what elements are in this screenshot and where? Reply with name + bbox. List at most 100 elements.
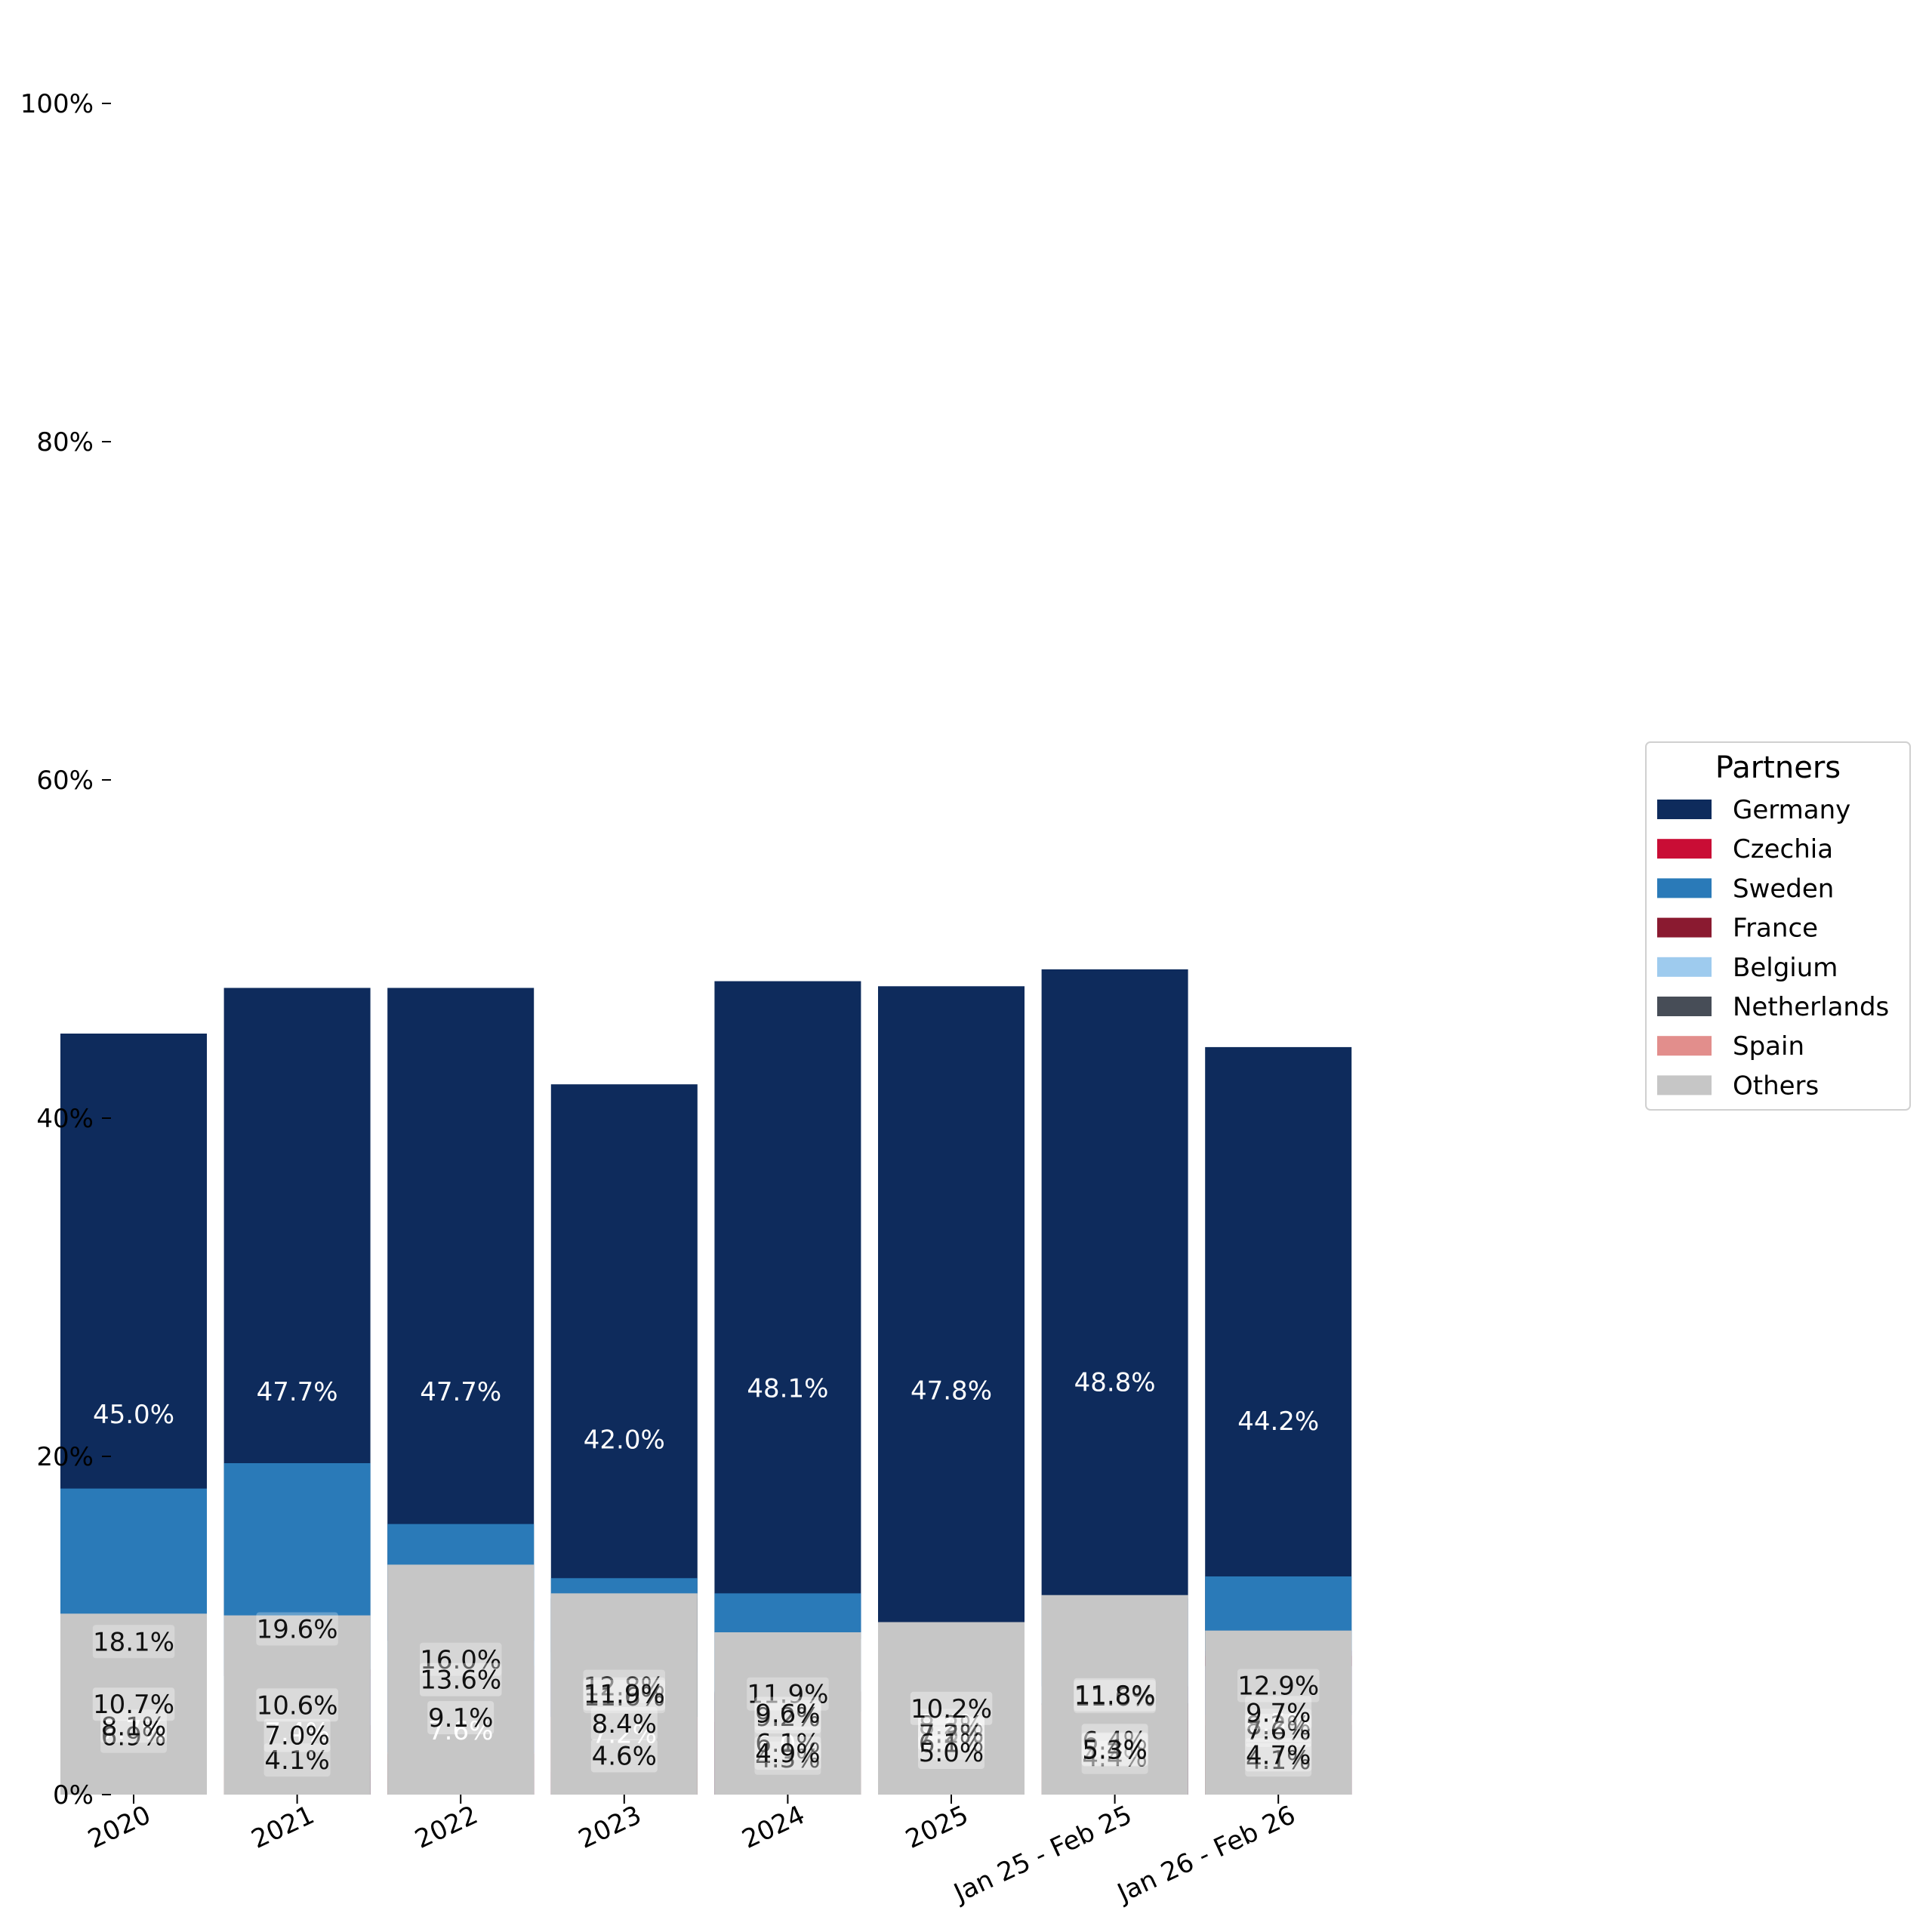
legend-label: Sweden [1733, 874, 1834, 904]
data-label-germany-2: 47.7% [420, 1377, 501, 1407]
data-label-text: 4.7% [1246, 1740, 1311, 1770]
data-label-box [590, 1706, 658, 1740]
data-label-text: 5.3% [1082, 1736, 1147, 1766]
data-label-sweden-7: 12.9% [1237, 1669, 1320, 1703]
data-label-box [92, 1625, 175, 1659]
data-label-czechia-5: 8.4% [919, 1709, 984, 1739]
data-label-netherlands-7: 4.1% [1245, 1743, 1312, 1777]
data-label-sweden-1: 19.6% [256, 1612, 338, 1646]
data-label-box [583, 1680, 665, 1714]
data-label-others-6: 11.8% [1074, 1678, 1156, 1712]
data-label-belgium-2: 9.1% [427, 1701, 495, 1735]
data-label-text: 47.7% [257, 1377, 338, 1407]
data-label-text: 6.1% [919, 1729, 984, 1759]
data-label-box [427, 1701, 495, 1735]
data-label-spain-6: 5.3% [1081, 1733, 1148, 1767]
legend-title: Partners [1715, 750, 1841, 785]
data-label-netherlands-3: 11.6% [583, 1680, 665, 1714]
data-label-czechia-3: 7.2% [592, 1719, 657, 1749]
data-label-belgium-1: 7.0% [263, 1718, 331, 1752]
y-axis: 0% 20% 40% 60% 80% 100% [20, 89, 111, 1810]
data-label-box [1081, 1733, 1148, 1767]
data-label-text: 4.9% [755, 1739, 820, 1769]
data-label-box [92, 1687, 175, 1721]
data-label-box [256, 1612, 338, 1646]
y-tick-label: 60% [36, 766, 94, 796]
data-label-box [754, 1741, 821, 1775]
bar-segment-others-4 [714, 1632, 861, 1795]
legend-items: Germany Czechia Sweden France Belgium Netherl… [1657, 795, 1889, 1101]
legend-label: Netherlands [1733, 992, 1889, 1022]
legend-item-others: Others [1657, 1071, 1819, 1101]
data-label-box [918, 1736, 984, 1769]
y-tick-label: 40% [36, 1104, 94, 1134]
y-tick-label: 0% [53, 1780, 94, 1810]
data-label-text: 8.5% [1246, 1709, 1311, 1739]
data-label-czechia-2: 7.6% [428, 1716, 493, 1746]
bar-segment-others-0 [60, 1613, 207, 1795]
data-label-text: 6.1% [755, 1729, 820, 1759]
legend-label: Spain [1733, 1031, 1804, 1062]
data-label-sweden-6: 11.6% [1074, 1680, 1156, 1714]
data-label-text: 19.6% [257, 1615, 338, 1645]
data-label-others-3: 11.9% [583, 1677, 665, 1711]
data-label-text: 10.7% [93, 1690, 174, 1720]
data-label-text: 12.9% [1237, 1672, 1319, 1702]
x-tick-label: Jan 25 - Feb 25 [948, 1800, 1137, 1909]
legend-label: Germany [1733, 795, 1850, 825]
data-label-box [918, 1717, 984, 1751]
data-label-text: 47.7% [420, 1377, 501, 1407]
data-label-text: 4.3% [755, 1744, 820, 1774]
legend-label: Czechia [1733, 834, 1833, 864]
legend-label: France [1733, 914, 1818, 944]
legend-item-germany: Germany [1657, 795, 1850, 825]
y-tick-label: 20% [36, 1442, 94, 1472]
bar-segment-others-3 [550, 1593, 698, 1795]
data-label-sweden-3: 12.8% [583, 1669, 665, 1703]
data-label-text: 7.2% [592, 1719, 657, 1749]
data-label-box [1074, 1678, 1156, 1712]
data-label-france-7: 8.2% [1245, 1709, 1312, 1743]
data-label-box [583, 1669, 665, 1703]
data-label-germany-6: 48.8% [1074, 1367, 1156, 1397]
x-tick-label: 2022 [411, 1800, 482, 1855]
data-label-czechia-1: 7.4% [264, 1718, 329, 1748]
data-label-sweden-5: 8.2% [918, 1709, 984, 1743]
legend-swatch [1657, 839, 1712, 859]
legend: Partners Germany Czechia Sweden France Belgi… [1645, 741, 1911, 1111]
data-label-box [918, 1726, 984, 1760]
data-label-france-1: 4.1% [263, 1743, 331, 1777]
data-label-belgium-6: 6.4% [1081, 1724, 1148, 1758]
legend-item-czechia: Czechia [1657, 834, 1833, 864]
data-label-box [747, 1677, 829, 1711]
data-label-text: 7.0% [264, 1721, 329, 1752]
data-label-others-1: 10.6% [256, 1688, 338, 1722]
data-label-box [754, 1696, 821, 1730]
data-label-czechia-4: 6.0% [755, 1730, 820, 1760]
data-label-text: 7.7% [101, 1715, 166, 1746]
data-label-text: 45.0% [93, 1400, 174, 1430]
data-label-text: 48.8% [1074, 1367, 1156, 1397]
y-tick-label: 80% [36, 427, 94, 458]
legend-swatch [1657, 997, 1712, 1016]
y-tick-label: 100% [20, 89, 94, 119]
data-label-text: 11.6% [584, 1682, 665, 1712]
data-label-text: 11.6% [1074, 1682, 1156, 1712]
segment-labels-group: 45.0% 7.7% 18.1% 6.9%8.1%10.7% 47.7% 7.4% 19.6… [92, 1367, 1320, 1777]
data-label-box [1245, 1696, 1312, 1730]
data-label-germany-1: 47.7% [257, 1377, 338, 1407]
x-tick-label: 2024 [738, 1800, 809, 1855]
x-tick-label: 2021 [247, 1800, 319, 1855]
data-label-text: 4.1% [1246, 1746, 1311, 1776]
data-label-germany-4: 48.1% [747, 1373, 828, 1404]
bar-segment-others-5 [878, 1622, 1025, 1795]
data-label-box [100, 1709, 167, 1743]
data-label-text: 44.2% [1237, 1407, 1319, 1437]
legend-item-belgium: Belgium [1657, 953, 1838, 983]
data-label-box [1081, 1724, 1148, 1758]
data-label-sweden-0: 18.1% [92, 1625, 175, 1659]
legend-item-spain: Spain [1657, 1031, 1804, 1062]
data-label-box [754, 1726, 821, 1760]
data-label-box [754, 1700, 821, 1733]
